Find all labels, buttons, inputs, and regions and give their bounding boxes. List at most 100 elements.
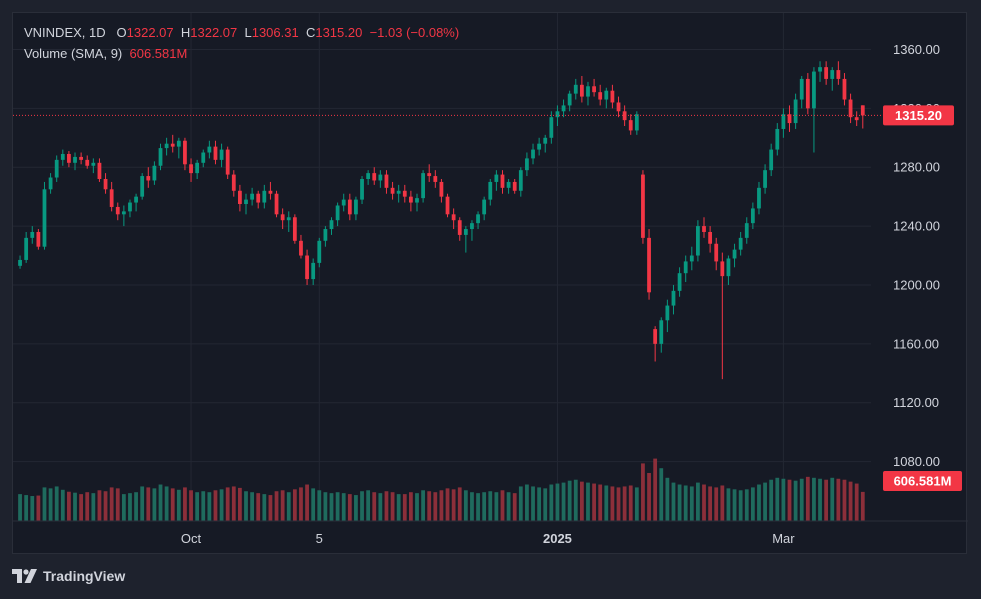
price-chart[interactable]: 1080.00 1120.00 1160.00 1200.00 1240.00 1280.… (13, 13, 968, 555)
volume-bar (201, 491, 206, 521)
candle-body (854, 117, 859, 121)
volume-bar (115, 488, 120, 521)
volume-bar (848, 481, 853, 521)
candle-body (573, 84, 578, 94)
candle-body (720, 261, 725, 277)
candle-body (195, 162, 200, 174)
volume-legend[interactable]: Volume (SMA, 9) 606.581M (24, 46, 187, 61)
volume-bar (610, 486, 615, 521)
volume-bar (488, 491, 493, 521)
ohlc-legend[interactable]: VNINDEX, 1D O1322.07 H1322.07 L1306.31 C… (24, 25, 460, 40)
chart-frame[interactable]: 1080.00 1120.00 1160.00 1200.00 1240.00 1280.… (12, 12, 968, 555)
low-key: L (244, 25, 252, 40)
candle-body (647, 237, 651, 293)
price-tick-label: 1360.00 (893, 42, 940, 57)
volume-bar (525, 484, 529, 521)
candle-body (183, 140, 187, 165)
candle-body (152, 165, 157, 181)
price-tick-label: 1120.00 (893, 395, 939, 410)
candle-body (201, 152, 206, 163)
price-tick-label: 1280.00 (893, 160, 940, 175)
candle-body (610, 90, 615, 103)
candle-body (54, 159, 59, 178)
candle-body (48, 177, 53, 190)
candle-body (103, 179, 108, 190)
candle-body (848, 99, 853, 118)
candle-body (329, 220, 334, 230)
candle-body (140, 176, 145, 197)
candle-body (659, 320, 664, 344)
volume-bar (73, 492, 77, 521)
candle-body (641, 174, 645, 238)
volume-bar (91, 493, 96, 521)
interval-label[interactable]: 1D (89, 25, 106, 40)
volume-bar (292, 489, 297, 521)
volume-bar (268, 495, 273, 521)
volume-bar (421, 490, 425, 521)
volume-bar (262, 494, 267, 521)
volume-bar (775, 477, 780, 521)
volume-bar (757, 484, 761, 521)
candle-body (671, 290, 676, 306)
volume-bar (671, 482, 676, 521)
candle-body (268, 190, 273, 194)
volume-bar (427, 491, 432, 521)
candle-body (67, 153, 71, 163)
volume-bar (457, 487, 462, 521)
candle-body (830, 70, 835, 79)
candle-body (604, 90, 609, 100)
volume-bar (335, 492, 340, 521)
volume-indicator-label[interactable]: Volume (SMA, 9) (24, 46, 123, 61)
volume-bar (415, 493, 419, 521)
candle-body (579, 84, 584, 97)
volume-bar (378, 493, 383, 521)
candle-body (244, 199, 248, 205)
candle-body (366, 173, 371, 179)
volume-tag: 606.581M (883, 471, 962, 491)
volume-bar (231, 486, 236, 521)
candle-body (708, 231, 713, 244)
candle-body (470, 223, 474, 230)
volume-bar (439, 490, 444, 521)
candle-body (85, 159, 90, 166)
candle-body (36, 231, 41, 247)
volume-bar (744, 489, 749, 521)
candle-body (592, 86, 596, 93)
candle-body (494, 174, 499, 182)
candle-body (567, 93, 572, 106)
candle-body (451, 214, 456, 221)
candle-body (30, 231, 35, 238)
candle-body (280, 214, 285, 221)
candle-body (231, 174, 236, 191)
volume-bar (561, 482, 566, 521)
candle-body (42, 189, 47, 247)
candle-body (842, 78, 847, 100)
volume-bar (476, 493, 480, 521)
candle-body (213, 146, 218, 160)
candle-body (860, 105, 865, 116)
candle-body (396, 190, 401, 194)
volume-bar (42, 487, 47, 521)
open-value: 1322.07 (126, 25, 174, 40)
time-axis[interactable]: Oct52025MarMay9 (181, 531, 968, 546)
candle-body (775, 128, 780, 150)
candle-body (402, 190, 407, 197)
volume-bar (24, 495, 29, 521)
volume-bar (647, 473, 651, 521)
high-key: H (180, 25, 191, 40)
candle-body (286, 217, 291, 221)
time-tick-label: Oct (181, 531, 202, 546)
tradingview-logo[interactable]: TradingView (12, 568, 125, 584)
tradingview-wordmark: TradingView (43, 568, 126, 584)
price-tick-label: 1160.00 (893, 336, 939, 351)
volume-bar (787, 479, 792, 521)
candle-body (415, 198, 419, 203)
candle-body (134, 196, 138, 203)
price-tick-label: 1200.00 (893, 277, 940, 292)
volume-bar (714, 487, 719, 521)
symbol-label[interactable]: VNINDEX (24, 25, 82, 40)
volume-bar (433, 492, 438, 521)
volume-bar (799, 478, 804, 521)
volume-bar (48, 488, 53, 521)
candle-body (738, 237, 743, 250)
